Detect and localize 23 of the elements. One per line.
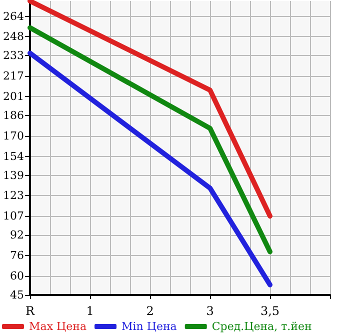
y-tick-label: 154 xyxy=(3,150,24,163)
y-tick-label: 264 xyxy=(3,10,24,23)
y-tick-label: 201 xyxy=(3,90,24,103)
x-tick-label: 1 xyxy=(86,304,94,318)
legend-label: Min Цена xyxy=(122,320,178,333)
x-tick-label: R xyxy=(25,304,36,318)
y-tick-label: 92 xyxy=(10,228,24,242)
y-tick-label: 139 xyxy=(3,168,24,182)
y-tick-label: 186 xyxy=(3,109,24,122)
y-tick-label: 233 xyxy=(3,49,24,62)
y-tick-label: 76 xyxy=(10,249,24,262)
y-tick-label: 45 xyxy=(10,288,24,302)
legend-label: Max Цена xyxy=(29,320,87,333)
y-tick-label: 170 xyxy=(3,129,24,142)
y-tick-label: 107 xyxy=(3,210,24,223)
x-tick-label: 3,5 xyxy=(260,304,280,318)
x-tick-label: 2 xyxy=(146,304,154,318)
y-tick-label: 123 xyxy=(3,189,24,202)
y-tick-label: 60 xyxy=(10,269,24,282)
y-tick-label: 217 xyxy=(3,70,24,83)
legend-label: Сред.Цена, т.йен xyxy=(212,320,312,333)
y-tick-label: 248 xyxy=(3,30,24,44)
x-tick-label: 3 xyxy=(206,304,214,318)
